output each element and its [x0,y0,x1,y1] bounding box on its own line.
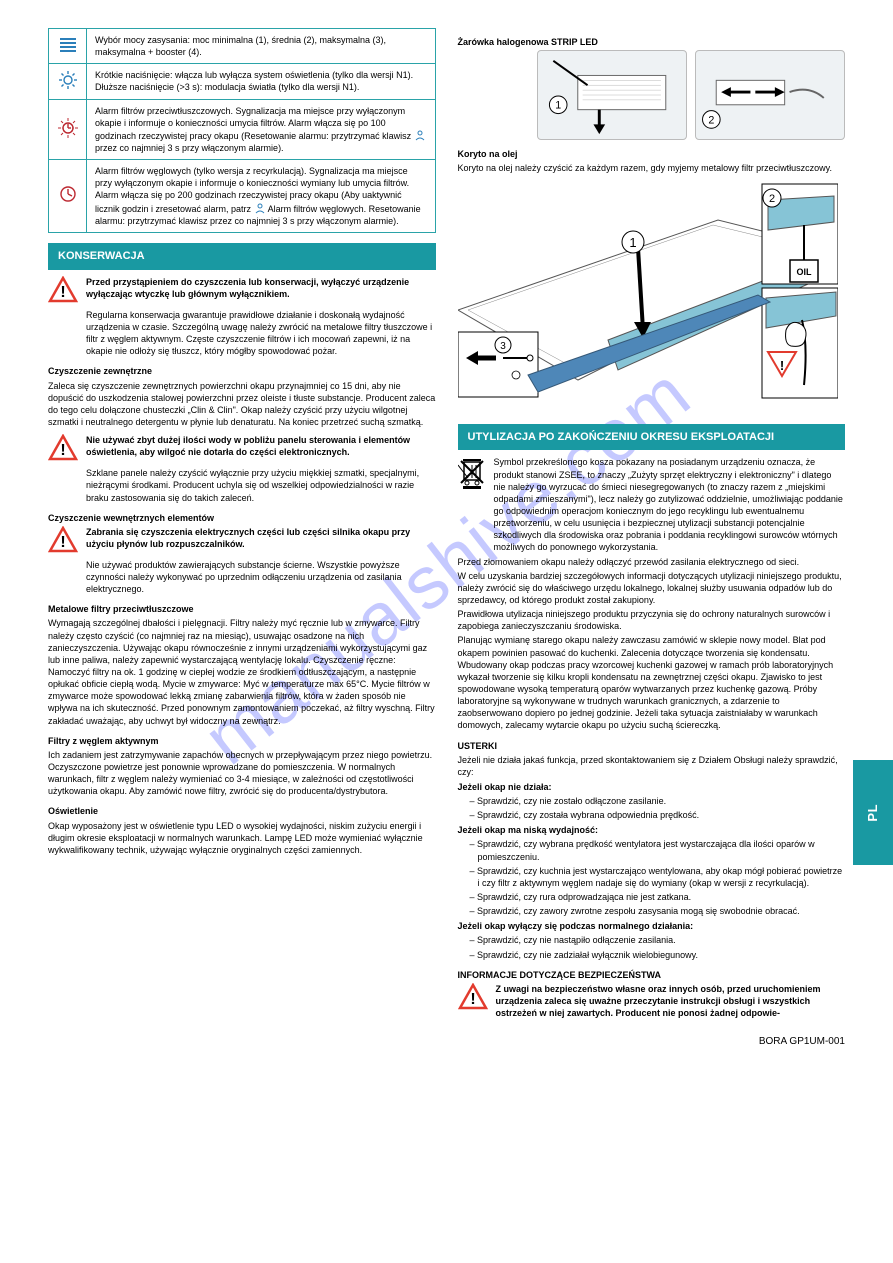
list-item: – Sprawdzić, czy nie zadziałał wyłącznik… [470,949,846,961]
body-text: Koryto na olej należy czyścić za każdym … [458,162,846,174]
body-text: Regularna konserwacja gwarantuje prawidł… [48,309,436,358]
warning-lead: Przed przystąpieniem do czyszczenia lub … [86,276,436,300]
user-icon [414,129,426,141]
table-row: Alarm filtrów przeciwtłuszczowych. Sygna… [49,99,436,160]
control-table: Wybór mocy zasysania: moc minimalna (1),… [48,28,436,233]
heading-faults: USTERKI [458,740,846,752]
body-text: Wymagają szczególnej dbałości i pielęgna… [48,617,436,726]
menu-icon [49,29,87,64]
body-text: Ich zadaniem jest zatrzymywanie zapachów… [48,749,436,798]
warning-icon: ! [48,434,78,465]
table-cell: Wybór mocy zasysania: moc minimalna (1),… [87,29,436,64]
oil-figure: 1 3 OIL [458,180,846,413]
maintenance-heading: KONSERWACJA [48,243,436,270]
svg-text:!: ! [60,442,65,459]
table-cell: Alarm filtrów węglowych (tylko wersja z … [87,160,436,233]
body-text: Prawidłowa utylizacja niniejszego produk… [458,608,846,632]
user-icon [254,202,266,214]
body-text: Jeżeli nie działa jakaś funkcja, przed s… [458,754,846,778]
table-row: Wybór mocy zasysania: moc minimalna (1),… [49,29,436,64]
svg-text:!: ! [60,284,65,301]
warning-lead: Z uwagi na bezpieczeństwo własne oraz in… [496,983,846,1019]
list-item: – Sprawdzić, czy kuchnia jest wystarczaj… [470,865,846,889]
body-text: W celu uzyskania bardziej szczegółowych … [458,570,846,606]
heading-stopped: Jeżeli okap wyłączy się podczas normalne… [458,920,846,932]
halogen-figure: 1 2 [458,50,846,140]
list-item: – Sprawdzić, czy nie zostało odłączone z… [470,795,846,807]
language-tab: PL [853,760,893,865]
svg-text:!: ! [470,991,475,1008]
footer-text: BORA GP1UM-001 [48,1035,845,1049]
warning-lead: Nie używać zbyt dużej ilości wody w pobl… [86,434,436,458]
body-text: Szklane panele należy czyścić wyłącznie … [48,467,436,503]
table-cell: Krótkie naciśnięcie: włącza lub wyłącza … [87,64,436,99]
list-item: – Sprawdzić, czy rura odprowadzająca nie… [470,891,846,903]
clock-icon [49,160,87,233]
heading-carbon-filters: Filtry z węglem aktywnym [48,735,436,747]
list-item: – Sprawdzić, czy zawory zwrotne zespołu … [470,905,846,917]
warning-icon: ! [48,526,78,557]
svg-text:!: ! [779,358,783,373]
body-text: Okap wyposażony jest w oświetlenie typu … [48,820,436,856]
list-item: – Sprawdzić, czy została wybrana odpowie… [470,809,846,821]
body-text: Planując wymianę starego okapu należy za… [458,634,846,731]
svg-text:3: 3 [500,341,506,352]
heading-poor-perf: Jeżeli okap ma niską wydajność: [458,824,846,836]
warning-icon: ! [458,983,488,1014]
warning-lead: Zabrania się czyszczenia elektrycznych c… [86,526,436,550]
body-text: Symbol przekreślonego kosza pokazany na … [494,456,846,553]
body-text: Przed złomowaniem okapu należy odłączyć … [458,556,846,568]
heading-grease-filters: Metalowe filtry przeciwtłuszczowe [48,603,436,615]
list-item: – Sprawdzić, czy wybrana prędkość wentyl… [470,838,846,862]
heading-external-cleaning: Czyszczenie zewnętrzne [48,365,436,377]
heading-halogen: Żarówka halogenowa STRIP LED [458,36,846,48]
heading-lighting: Oświetlenie [48,805,436,817]
heading-not-working: Jeżeli okap nie działa: [458,781,846,793]
list-item: – Sprawdzić, czy nie nastąpiło odłączeni… [470,934,846,946]
heading-internal-cleaning: Czyszczenie wewnętrznych elementów [48,512,436,524]
heading-oil: Koryto na olej [458,148,846,160]
svg-text:1: 1 [555,100,561,112]
table-row: Alarm filtrów węglowych (tylko wersja z … [49,160,436,233]
svg-text:2: 2 [708,114,714,126]
disposal-heading: UTYLIZACJA PO ZAKOŃCZENIU OKRESU EKSPLOA… [458,424,846,451]
svg-text:!: ! [60,534,65,551]
table-row: Krótkie naciśnięcie: włącza lub wyłącza … [49,64,436,99]
svg-text:OIL: OIL [796,267,812,277]
body-text: Nie używać produktów zawierających subst… [48,559,436,595]
sun-timer-icon [49,99,87,160]
warning-icon: ! [48,276,78,307]
body-text: Zaleca się czyszczenie zewnętrznych powi… [48,380,436,429]
weee-icon [458,456,488,493]
light-icon [49,64,87,99]
svg-text:1: 1 [629,235,636,250]
table-cell: Alarm filtrów przeciwtłuszczowych. Sygna… [87,99,436,160]
heading-safety-info: INFORMACJE DOTYCZĄCE BEZPIECZEŃSTWA [458,969,846,981]
svg-text:2: 2 [768,193,774,205]
